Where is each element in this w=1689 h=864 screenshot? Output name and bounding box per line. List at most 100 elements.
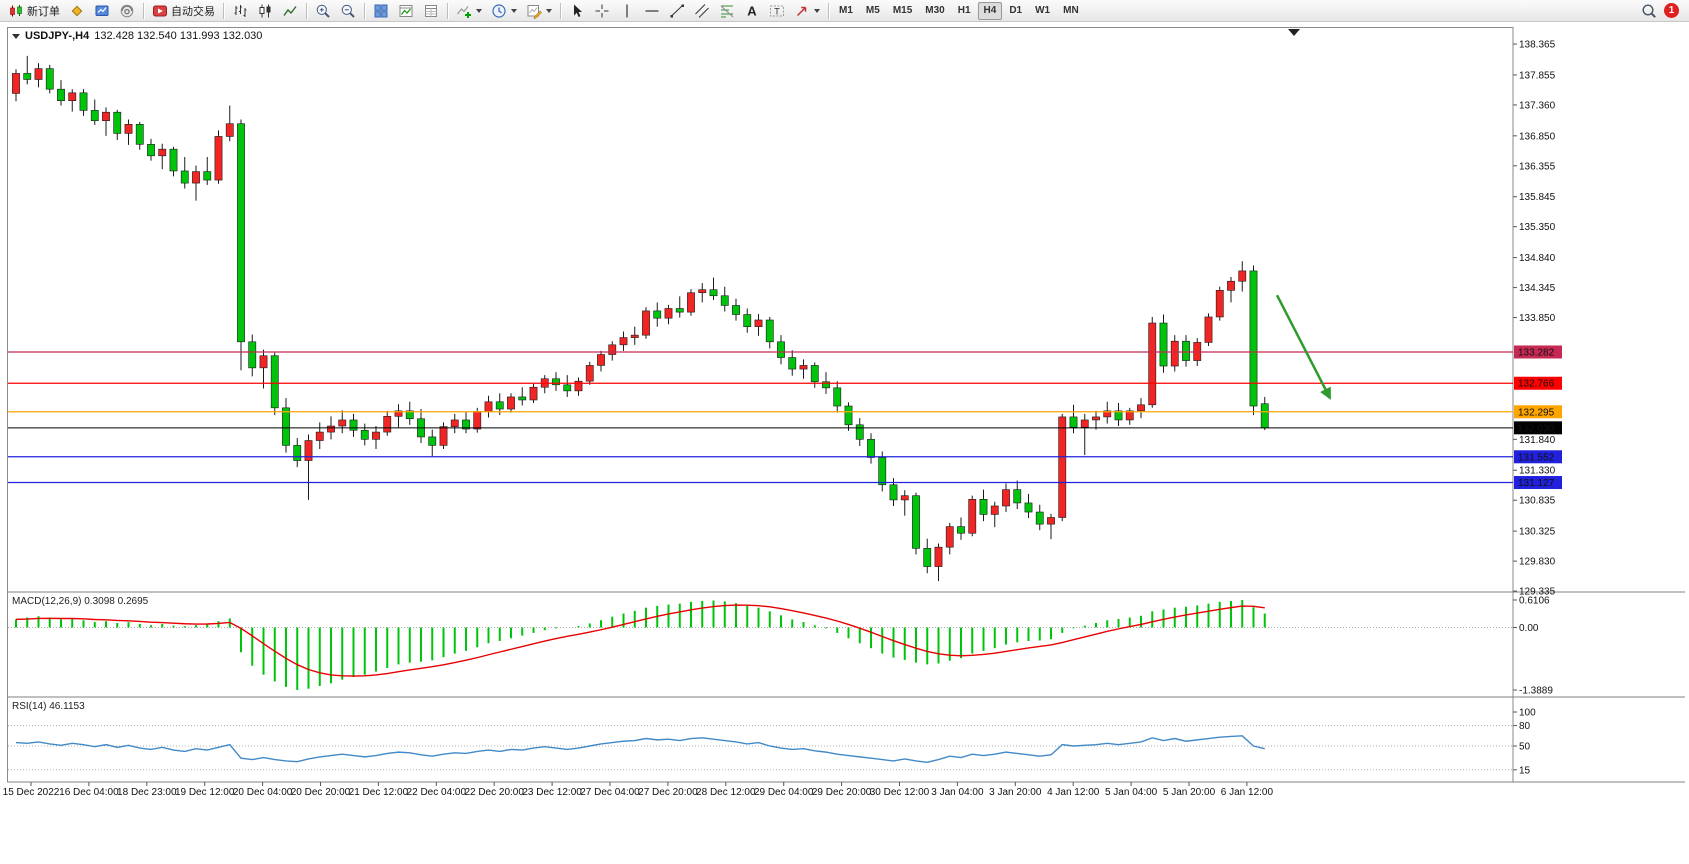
profiles-button[interactable] (90, 1, 114, 21)
price-axis-label: 129.830 (1519, 557, 1556, 568)
templates-button[interactable] (522, 1, 556, 21)
crosshair-icon (595, 4, 609, 17)
timeframe-m15-button[interactable]: M15 (892, 5, 913, 16)
arrow-shapes-button[interactable] (790, 1, 824, 21)
chart-ohlc-values: 132.428 132.540 131.993 132.030 (94, 30, 263, 42)
candle-body (237, 123, 245, 343)
candle-body (1013, 489, 1022, 504)
search-button[interactable] (1637, 1, 1661, 21)
zoom-in-button[interactable] (311, 1, 335, 21)
new-order-label: 新订单 (27, 5, 60, 18)
candle-body (945, 526, 954, 548)
data-window-button[interactable] (419, 1, 443, 21)
zoom-out-button[interactable] (336, 1, 360, 21)
candle-body (1170, 340, 1179, 367)
timeframe-m5-button[interactable]: M5 (865, 5, 880, 16)
collapse-chart-icon[interactable] (12, 33, 20, 39)
candle-body (270, 355, 279, 409)
time-axis-label: 22 Dec 04:00 (407, 787, 467, 798)
auto-trading-icon (153, 5, 167, 16)
periods-icon (492, 3, 506, 18)
candle-body (327, 425, 335, 433)
timeframe-m30-button[interactable]: M30 (925, 5, 945, 16)
candle-body (372, 431, 380, 440)
timeframe-m1-button[interactable]: M1 (839, 5, 853, 16)
price-axis-label: 138.365 (1519, 40, 1556, 51)
candle-body (180, 170, 189, 184)
trendline-button[interactable] (665, 1, 689, 21)
time-axis-label: 27 Dec 04:00 (580, 787, 640, 798)
support-button[interactable] (115, 1, 139, 21)
new-order-button[interactable]: 新订单 (4, 1, 64, 21)
candle-body (462, 419, 470, 430)
time-axis-label: 30 Dec 12:00 (870, 787, 930, 798)
candle-body (1215, 290, 1224, 318)
text-label-button[interactable]: T (765, 1, 789, 21)
svg-text:A: A (747, 3, 757, 18)
candle-body (315, 431, 324, 441)
candlestick-chart-button[interactable] (253, 1, 277, 21)
price-axis-label: 130.325 (1519, 527, 1556, 538)
candle-body (1080, 419, 1089, 428)
timeframe-w1-button[interactable]: W1 (1035, 5, 1051, 16)
time-axis-label: 15 Dec 2022 (3, 787, 60, 798)
candle-body (158, 148, 167, 157)
text-label-icon: T (770, 5, 784, 16)
candle-body (1148, 322, 1157, 406)
new-indicator-button[interactable] (452, 1, 486, 21)
crosshair-button[interactable] (590, 1, 614, 21)
new-chart-button[interactable] (65, 1, 89, 21)
price-level-tag (1514, 476, 1562, 490)
chart-canvas[interactable]: 133.282 132.766 132.295 131.552 131.127 132.0… (0, 22, 1689, 864)
horizontal-line-button[interactable] (640, 1, 664, 21)
candle-body (923, 548, 932, 567)
candle-body (574, 380, 583, 392)
equidistant-channel-button[interactable] (690, 1, 714, 21)
candle-body (934, 546, 943, 567)
fibonacci-button[interactable] (715, 1, 739, 21)
timeframe-mn-button[interactable]: MN (1063, 5, 1079, 16)
periods-button[interactable] (487, 1, 521, 21)
bar-chart-button[interactable] (228, 1, 252, 21)
candle-body (799, 365, 808, 370)
candle-body (248, 341, 257, 369)
shift-end-marker-icon[interactable] (1288, 29, 1300, 36)
candle-body (687, 292, 695, 313)
time-axis-label: 20 Dec 04:00 (233, 787, 293, 798)
notification-badge[interactable]: 1 (1664, 3, 1679, 18)
timeframe-h1-button[interactable]: H1 (957, 5, 971, 16)
candle-body (473, 411, 482, 430)
candle-body (192, 171, 200, 184)
price-level-tag (1514, 450, 1562, 464)
timeframe-h4-button[interactable]: H4 (977, 1, 1003, 20)
candle-body (383, 416, 392, 433)
auto-trading-button[interactable]: 自动交易 (148, 1, 219, 21)
price-axis-label: 136.850 (1519, 131, 1556, 142)
text-button[interactable]: A (740, 1, 764, 21)
text-icon: A (747, 3, 757, 18)
candle-body (428, 436, 437, 446)
macd-axis-label: 0.00 (1519, 623, 1539, 634)
horizontal-line-icon (645, 9, 659, 12)
candle-body (743, 314, 752, 327)
time-axis-label: 29 Dec 04:00 (754, 787, 814, 798)
timeframe-d1-button[interactable]: D1 (1009, 5, 1023, 16)
candle-body (147, 144, 155, 157)
candle-body (225, 123, 234, 137)
new-indicator-icon (457, 5, 471, 18)
price-axis-label: 135.350 (1519, 222, 1556, 233)
indicators-window-icon (399, 4, 413, 17)
price-axis-label: 137.855 (1519, 70, 1556, 81)
cursor-button[interactable] (565, 1, 589, 21)
tile-windows-button[interactable] (369, 1, 393, 21)
line-chart-button[interactable] (278, 1, 302, 21)
candle-body (1069, 416, 1078, 428)
drawn-arrow-annotation[interactable] (1275, 294, 1332, 400)
price-levels-layer: 133.282 132.766 132.295 131.552 131.127 132.0… (8, 345, 1562, 490)
price-level-tag-text: 131.127 (1518, 478, 1555, 489)
candle-body (484, 401, 493, 412)
vertical-line-button[interactable] (615, 1, 639, 21)
indicators-window-button[interactable] (394, 1, 418, 21)
cursor-icon (574, 4, 582, 17)
